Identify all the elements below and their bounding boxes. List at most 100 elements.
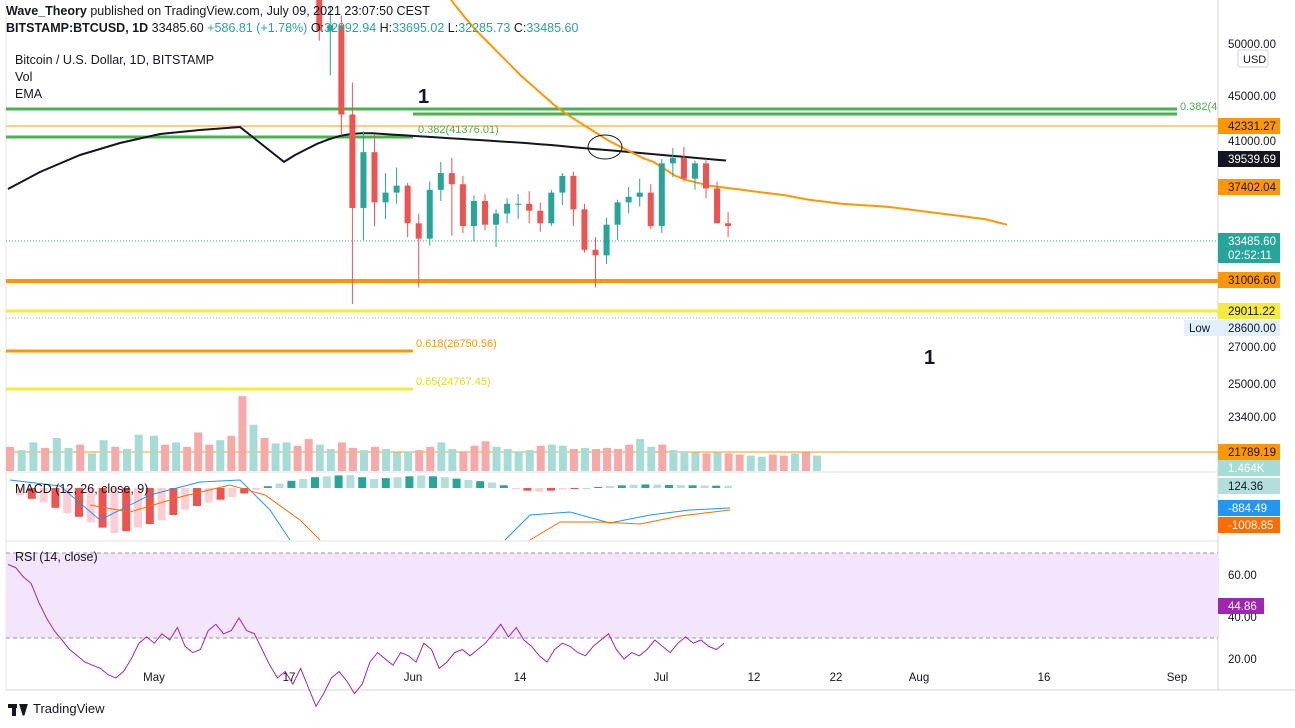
macd-bar (535, 488, 544, 492)
macd-label[interactable]: MACD (12, 26, close, 9) (15, 482, 149, 496)
legend-ema[interactable]: EMA (15, 87, 43, 101)
price-label-box (1218, 151, 1280, 167)
volume-bar (238, 396, 247, 471)
legend-vol[interactable]: Vol (15, 70, 33, 84)
rsi-line (7, 564, 725, 708)
signal-line (89, 484, 321, 541)
price-label-box (1218, 303, 1280, 319)
volume-bar (790, 453, 799, 471)
low-label: Low (1189, 323, 1211, 335)
macd-bar (39, 488, 48, 503)
volume-bar (702, 453, 711, 471)
volume-bar (150, 435, 158, 471)
volume-bar (724, 453, 733, 471)
candle-body (581, 209, 588, 250)
low-badge (1184, 320, 1218, 336)
rsi-label[interactable]: RSI (14, close) (15, 550, 98, 564)
macd-bar (405, 476, 414, 488)
time-tick: Sep (1167, 672, 1187, 684)
legend-title[interactable]: Bitcoin / U.S. Dollar, 1D, BITSTAMP (15, 53, 215, 67)
volume-bar (603, 447, 612, 471)
macd-bar (216, 488, 225, 500)
volume-bar (558, 445, 567, 471)
rsi-value-label: 44.86 (1228, 601, 1257, 613)
macd-bar (334, 475, 343, 488)
open-value: 32892.94 (324, 21, 377, 35)
candle-body (338, 25, 345, 115)
candle-body (316, 0, 323, 31)
candle-body (360, 152, 367, 208)
macd-bar (547, 488, 555, 491)
candle-body (559, 175, 566, 193)
macd-bar (452, 478, 461, 488)
volume-bar (359, 450, 368, 471)
price-label: 28600.00 (1228, 323, 1276, 335)
price-label-box (1218, 320, 1280, 336)
macd-bar (429, 476, 437, 488)
volume-bar (393, 452, 402, 471)
legend: Bitcoin / U.S. Dollar, 1D, BITSTAMP Vol … (15, 52, 214, 103)
candle-body (592, 249, 599, 256)
macd-bar (570, 488, 579, 489)
volume-bar (448, 449, 457, 471)
ema-slow-line (7, 125, 727, 190)
macd-bar (193, 488, 201, 506)
macd-bar (275, 483, 284, 488)
symbol[interactable]: BITSTAMP:BTCUSD, 1D (6, 21, 149, 35)
open-label: O: (310, 21, 325, 35)
macd-bar (617, 485, 626, 488)
header: Wave_Theory published on TradingView.com… (6, 3, 578, 37)
candle-body (526, 203, 533, 211)
candle-body (493, 213, 500, 225)
candle-body (669, 157, 676, 164)
price-label: 33485.60 (1228, 236, 1276, 248)
price-label-box (1218, 247, 1280, 263)
volume-bar (547, 444, 556, 471)
macd-bar (523, 488, 532, 491)
volume-bar (64, 447, 73, 471)
candle-body (548, 192, 555, 224)
rsi-tick: 60.00 (1228, 570, 1257, 582)
price-label-box (1218, 272, 1280, 288)
macd-bar (724, 485, 732, 488)
time-tick: 14 (514, 672, 527, 684)
volume-bar (536, 445, 545, 471)
author[interactable]: Wave_Theory (6, 4, 87, 18)
ema-fast-line (450, 0, 1008, 226)
currency-label: USD (1243, 54, 1266, 66)
macd-bar (110, 488, 119, 533)
footer-brand[interactable]: TradingView (33, 701, 105, 716)
macd-bar (440, 477, 449, 488)
last-price: 33485.60 (151, 21, 204, 35)
candle-body (570, 175, 577, 210)
time-tick: 16 (1038, 672, 1051, 684)
macd-bar (240, 488, 249, 494)
candle-body (404, 185, 411, 224)
cross-circle (587, 134, 623, 160)
volume-bar (691, 452, 700, 471)
wave-label: 1 (418, 86, 429, 108)
candle-body (349, 114, 356, 208)
macd-bar (169, 488, 178, 515)
volume-bar (614, 449, 623, 471)
macd-bar (157, 488, 166, 521)
high-value: 33695.02 (392, 21, 445, 35)
macd-bar (476, 481, 485, 488)
candle-body (470, 200, 477, 227)
macd-bar (653, 484, 662, 488)
volume-bar (669, 450, 678, 471)
volume-bar (415, 450, 424, 471)
macd-bar (122, 488, 131, 532)
macd-bar (252, 488, 260, 490)
volume-bar (492, 446, 501, 471)
volume-bar (216, 440, 225, 471)
volume-bar (111, 446, 120, 471)
candles (316, 0, 732, 305)
candle-body (415, 223, 422, 239)
volume-bar (426, 446, 435, 471)
volume-bar (205, 444, 214, 471)
price-tick: 23400.00 (1228, 412, 1276, 424)
candle-body (658, 163, 665, 227)
macd-bar (582, 488, 591, 489)
